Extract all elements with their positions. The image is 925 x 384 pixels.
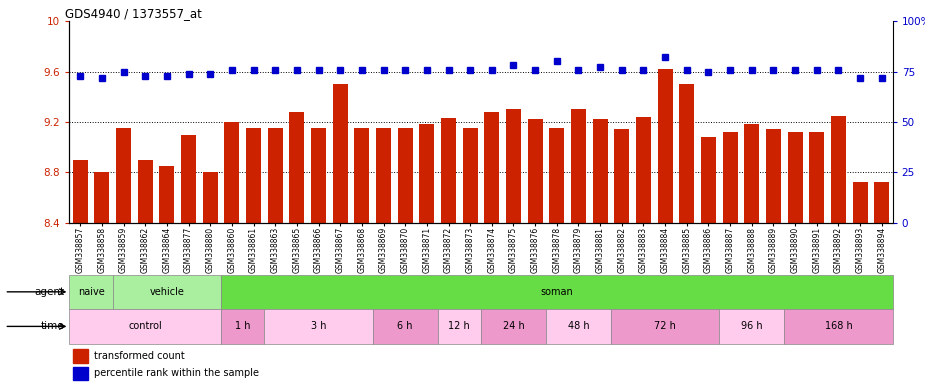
Text: naive: naive	[78, 287, 105, 297]
Text: 96 h: 96 h	[741, 321, 762, 331]
Bar	[441, 118, 456, 223]
Bar	[462, 128, 477, 223]
Bar	[745, 124, 759, 223]
Bar	[73, 349, 88, 363]
Bar	[853, 182, 868, 223]
Bar	[874, 182, 889, 223]
Bar	[290, 112, 304, 223]
Bar	[246, 128, 261, 223]
Bar	[354, 128, 369, 223]
Bar	[679, 84, 695, 223]
Bar	[720, 309, 784, 344]
Bar	[203, 172, 217, 223]
Bar	[549, 128, 564, 223]
Bar	[809, 132, 824, 223]
Bar	[546, 309, 611, 344]
Bar	[267, 128, 283, 223]
Bar	[69, 309, 221, 344]
Text: 1 h: 1 h	[235, 321, 251, 331]
Bar	[138, 160, 153, 223]
Bar	[224, 122, 240, 223]
Text: 72 h: 72 h	[654, 321, 676, 331]
Bar	[635, 117, 651, 223]
Text: soman: soman	[540, 287, 574, 297]
Bar	[438, 309, 481, 344]
Text: GDS4940 / 1373557_at: GDS4940 / 1373557_at	[66, 7, 203, 20]
Bar	[181, 134, 196, 223]
Bar	[221, 309, 265, 344]
Text: percentile rank within the sample: percentile rank within the sample	[94, 368, 259, 378]
Text: 12 h: 12 h	[449, 321, 470, 331]
Text: 24 h: 24 h	[502, 321, 524, 331]
Bar	[658, 69, 672, 223]
Bar	[614, 129, 629, 223]
Bar	[373, 309, 438, 344]
Text: control: control	[129, 321, 162, 331]
Text: time: time	[41, 321, 65, 331]
Bar	[701, 137, 716, 223]
Bar	[611, 309, 720, 344]
Text: agent: agent	[34, 287, 65, 297]
Bar	[116, 128, 131, 223]
Bar	[311, 128, 327, 223]
Text: 168 h: 168 h	[824, 321, 852, 331]
Bar	[94, 172, 109, 223]
Bar	[571, 109, 586, 223]
Bar	[506, 109, 521, 223]
Bar	[333, 84, 348, 223]
Text: transformed count: transformed count	[94, 351, 185, 361]
Text: vehicle: vehicle	[150, 287, 184, 297]
Text: 6 h: 6 h	[398, 321, 413, 331]
Bar	[265, 309, 373, 344]
Bar	[221, 275, 893, 309]
Bar	[766, 129, 781, 223]
Bar	[485, 112, 500, 223]
Bar	[376, 128, 391, 223]
Bar	[419, 124, 435, 223]
Bar	[113, 275, 221, 309]
Bar	[831, 116, 846, 223]
Bar	[69, 275, 113, 309]
Bar	[593, 119, 608, 223]
Bar	[784, 309, 893, 344]
Bar	[159, 166, 175, 223]
Bar	[527, 119, 543, 223]
Bar	[398, 128, 413, 223]
Bar	[722, 132, 738, 223]
Bar	[73, 367, 88, 380]
Bar	[73, 160, 88, 223]
Text: 48 h: 48 h	[568, 321, 589, 331]
Bar	[481, 309, 546, 344]
Text: 3 h: 3 h	[311, 321, 327, 331]
Bar	[787, 132, 803, 223]
